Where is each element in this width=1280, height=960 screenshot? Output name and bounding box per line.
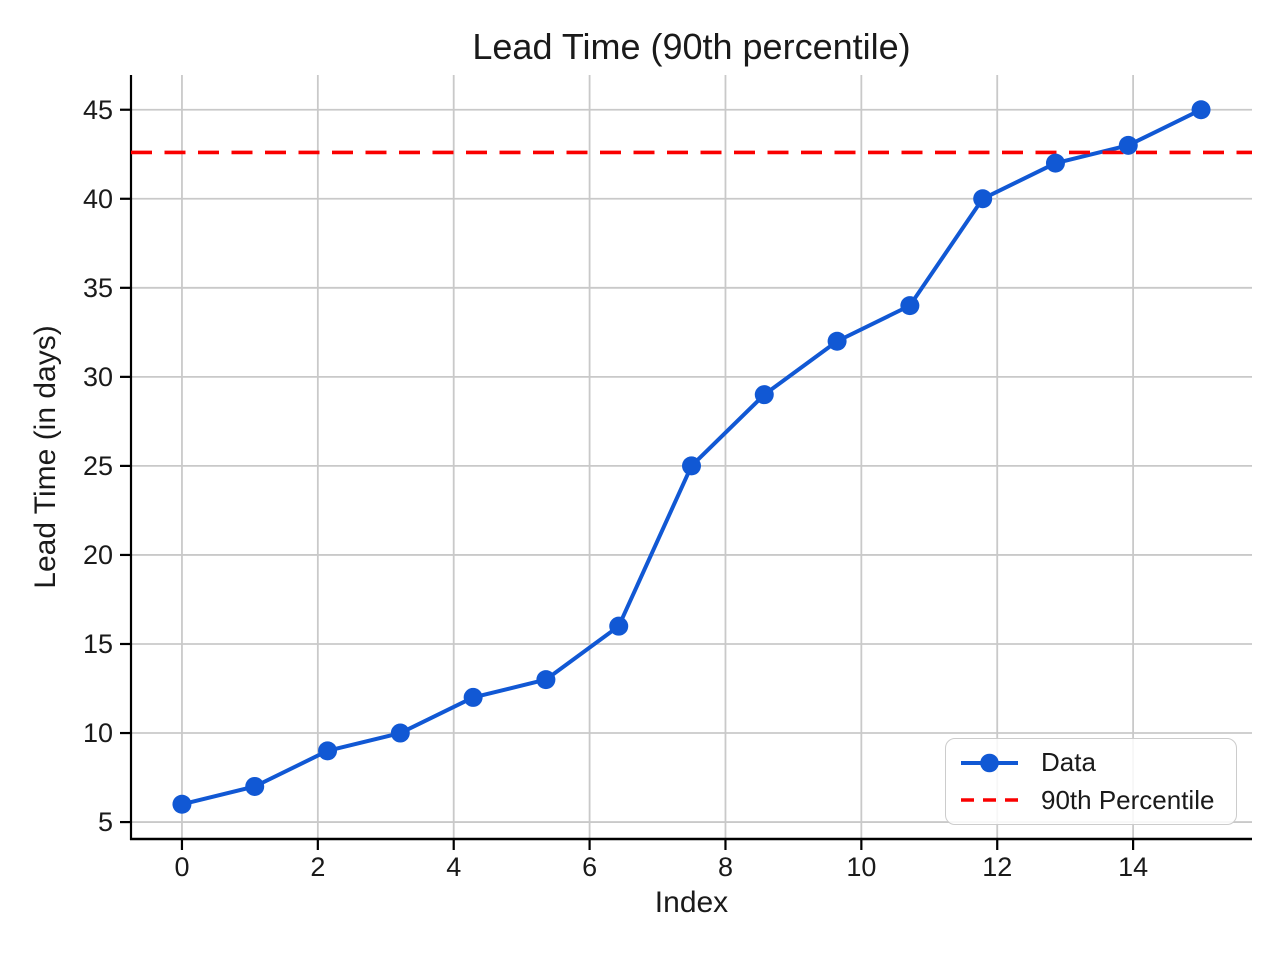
data-point-marker (172, 794, 192, 814)
data-point-marker (1191, 100, 1211, 120)
legend-row-percentile: 90th Percentile (960, 785, 1222, 816)
data-point-marker (973, 189, 993, 209)
legend-dashed-line-sample (961, 798, 1018, 802)
y-tick-label: 5 (97, 807, 113, 838)
x-tick-label: 14 (1118, 852, 1149, 882)
x-tick-label: 0 (174, 852, 190, 882)
data-point-marker (754, 385, 774, 405)
y-tick-label: 40 (82, 183, 113, 214)
y-tick-label: 20 (82, 539, 113, 570)
data-point-marker (900, 296, 920, 316)
data-point-marker (463, 687, 483, 707)
x-tick-label: 8 (717, 852, 733, 882)
legend-line-marker-sample (961, 753, 1018, 773)
y-tick-label: 45 (82, 94, 113, 125)
legend-label-data: Data (1041, 747, 1096, 778)
chart-title: Lead Time (90th percentile) (472, 26, 911, 67)
x-axis-label: Index (654, 886, 729, 919)
x-tick-label: 12 (982, 852, 1013, 882)
data-point-marker (1118, 135, 1138, 155)
data-point-marker (1045, 153, 1065, 173)
data-point-marker (245, 776, 265, 796)
legend: Data 90th Percentile (945, 738, 1237, 825)
y-tick-label: 10 (82, 718, 113, 749)
x-tick-label: 6 (582, 852, 598, 882)
y-tick-label: 35 (82, 272, 113, 303)
y-tick-label: 15 (82, 628, 113, 659)
data-point-marker (609, 616, 629, 636)
data-point-marker (682, 456, 701, 476)
data-point-marker (827, 331, 847, 351)
x-tick-label: 2 (310, 852, 326, 882)
y-tick-label: 30 (82, 361, 113, 392)
data-point-marker (390, 723, 410, 743)
legend-row-data: Data (960, 747, 1222, 778)
data-point-marker (318, 741, 338, 761)
x-tick-label: 4 (446, 852, 462, 882)
y-tick-label: 25 (82, 450, 113, 481)
data-point-marker (536, 670, 556, 690)
legend-label-percentile: 90th Percentile (1041, 784, 1215, 815)
x-tick-label: 10 (846, 852, 877, 882)
